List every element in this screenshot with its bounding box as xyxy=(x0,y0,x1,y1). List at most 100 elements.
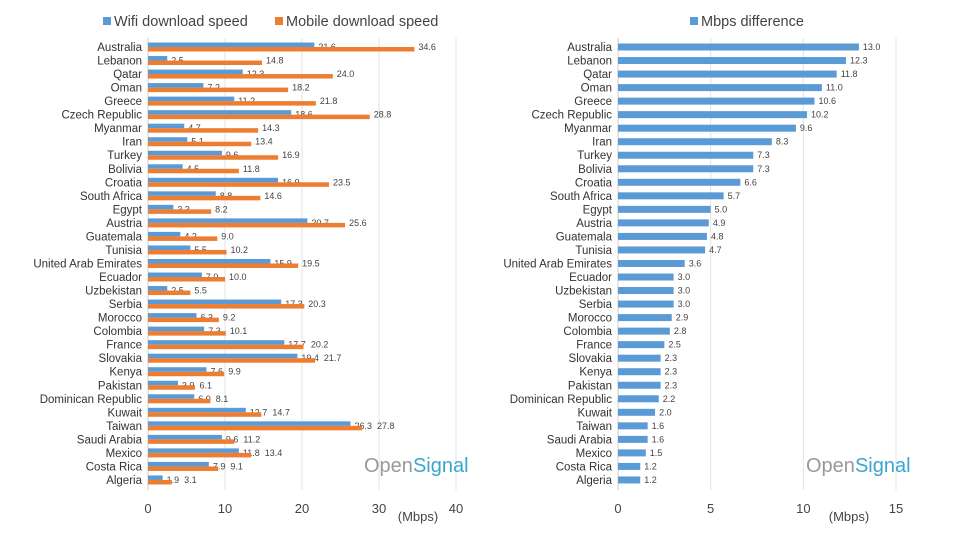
bar xyxy=(148,358,316,363)
bar xyxy=(148,331,226,336)
bar xyxy=(618,151,754,159)
category-label: Tunisia xyxy=(575,245,612,257)
x-tick-label: 0 xyxy=(614,501,621,516)
bar xyxy=(618,124,796,132)
data-label: 28.8 xyxy=(374,110,392,120)
data-label: 2.0 xyxy=(659,407,672,417)
bar xyxy=(618,43,859,51)
category-label: Turkey xyxy=(577,150,612,162)
bar xyxy=(618,57,846,65)
bar xyxy=(148,344,304,350)
category-label: United Arab Emirates xyxy=(503,258,612,270)
data-label: 12.3 xyxy=(850,56,868,66)
bar xyxy=(618,219,709,227)
category-label: France xyxy=(576,340,612,352)
bar xyxy=(148,141,252,147)
data-label: 4.8 xyxy=(711,231,724,241)
data-label: 9.2 xyxy=(223,313,236,323)
category-label: Greece xyxy=(104,96,142,108)
data-label: 16.9 xyxy=(282,150,300,160)
bar xyxy=(618,327,670,335)
bar xyxy=(148,407,246,413)
bar xyxy=(148,439,235,444)
data-label: 10.1 xyxy=(230,326,248,336)
bar xyxy=(148,412,262,417)
bar xyxy=(618,84,822,92)
x-tick-label: 15 xyxy=(889,501,903,516)
bar xyxy=(148,101,316,106)
bar xyxy=(148,177,279,183)
data-label: 11.2 xyxy=(243,434,260,444)
bar xyxy=(618,165,754,173)
category-label: Pakistan xyxy=(98,380,142,392)
data-label: 23.5 xyxy=(333,177,351,187)
data-label: 14.6 xyxy=(264,191,282,201)
bar xyxy=(148,434,222,440)
data-label: 9.1 xyxy=(230,461,243,471)
bar xyxy=(618,287,674,295)
data-label: 11.8 xyxy=(841,69,858,79)
bar xyxy=(618,408,656,416)
data-label: 2.2 xyxy=(663,394,676,404)
data-label: 10.0 xyxy=(229,272,247,282)
data-label: 11.8 xyxy=(243,448,260,458)
data-label: 14.8 xyxy=(266,56,284,66)
bar xyxy=(618,273,674,281)
bar xyxy=(148,394,195,399)
bar xyxy=(148,195,261,201)
bar xyxy=(618,354,661,362)
data-label: 2.3 xyxy=(665,353,678,363)
data-label: 4.9 xyxy=(713,218,726,228)
bar xyxy=(148,313,197,318)
bar xyxy=(618,246,706,254)
bar xyxy=(148,47,415,52)
data-label: 4.7 xyxy=(709,245,722,255)
bar xyxy=(148,191,216,196)
category-label: Qatar xyxy=(583,69,612,81)
x-axis-label: (Mbps) xyxy=(398,509,438,524)
data-label: 5.0 xyxy=(715,204,728,214)
category-label: Colombia xyxy=(563,326,612,338)
category-label: Czech Republic xyxy=(531,110,612,122)
category-label: Egypt xyxy=(583,204,613,216)
x-tick-label: 20 xyxy=(295,501,309,516)
bar xyxy=(148,137,188,142)
data-label: 26.3 xyxy=(355,421,373,431)
data-label: 19.5 xyxy=(302,258,320,268)
category-label: South Africa xyxy=(80,191,143,203)
legend-swatch xyxy=(275,17,283,25)
category-label: Guatemala xyxy=(86,231,143,243)
category-label: Kenya xyxy=(579,367,612,379)
bar xyxy=(148,150,222,156)
category-label: Ecuador xyxy=(99,272,142,284)
data-label: 8.1 xyxy=(216,394,229,404)
category-label: Guatemala xyxy=(556,231,613,243)
data-label: 6.6 xyxy=(744,177,757,187)
data-label: 2.5 xyxy=(668,340,681,350)
category-label: Mexico xyxy=(106,448,142,460)
category-label: Kuwait xyxy=(107,407,142,419)
data-label: 3.0 xyxy=(678,286,691,296)
category-label: Dominican Republic xyxy=(510,394,613,406)
bar xyxy=(618,395,659,403)
bar xyxy=(618,422,648,430)
bar xyxy=(148,249,227,255)
category-label: Oman xyxy=(111,83,142,95)
bar xyxy=(618,435,648,443)
category-label: Austria xyxy=(106,218,142,230)
category-label: United Arab Emirates xyxy=(33,258,142,270)
bar xyxy=(148,60,262,66)
data-label: 1.2 xyxy=(644,475,657,485)
category-label: Kenya xyxy=(109,367,142,379)
bar xyxy=(148,461,209,467)
bar xyxy=(148,398,211,404)
bar xyxy=(148,56,168,61)
category-label: Morocco xyxy=(98,313,142,325)
category-label: Pakistan xyxy=(568,380,612,392)
bar xyxy=(148,425,363,431)
data-label: 21.8 xyxy=(320,96,338,106)
data-label: 8.3 xyxy=(776,137,789,147)
bar xyxy=(148,304,305,309)
bar xyxy=(148,299,282,305)
category-label: Lebanon xyxy=(567,56,612,68)
